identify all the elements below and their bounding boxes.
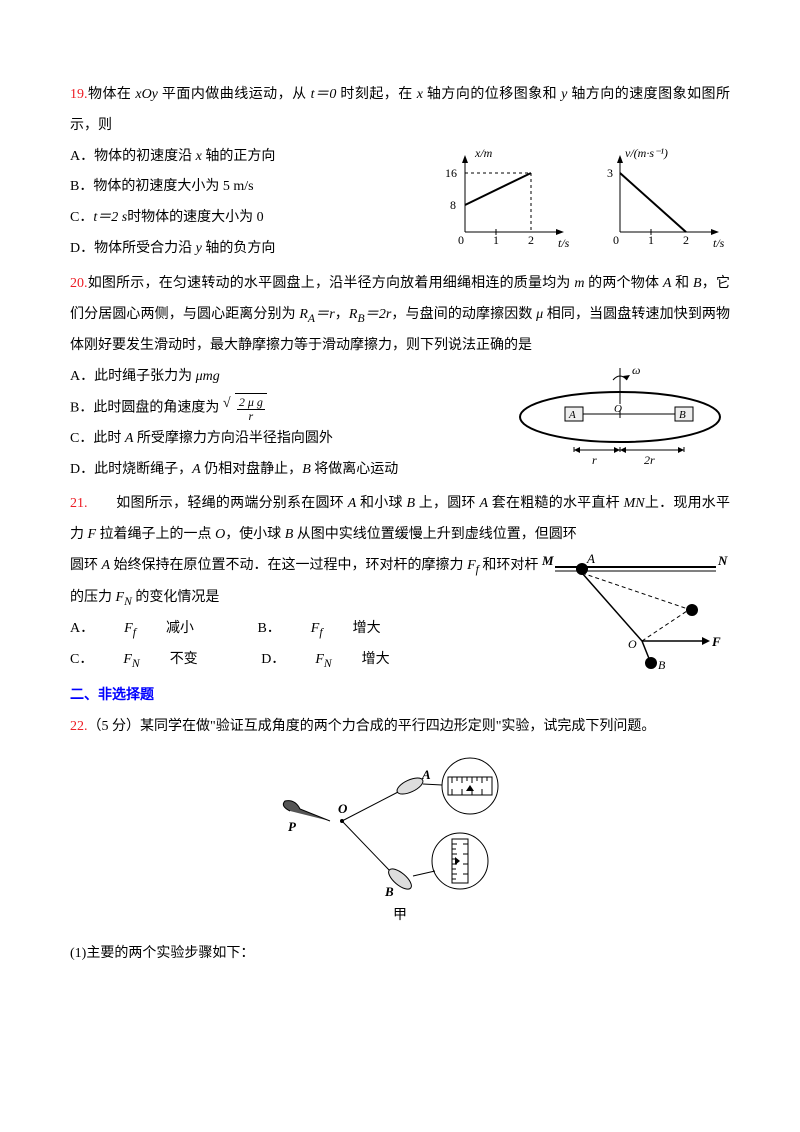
m-label: M bbox=[541, 553, 554, 568]
chart1-tick-1: 1 bbox=[493, 233, 499, 247]
chart1-tick-0: 0 bbox=[458, 233, 464, 247]
q19-chart1-chart2: x/m 16 8 0 1 2 t/s v/(m·s⁻¹) bbox=[430, 142, 730, 252]
q21-opt-c: C．FN 不变 bbox=[70, 645, 228, 676]
n-label: N bbox=[717, 553, 728, 568]
chart2-tick-3: 3 bbox=[607, 166, 613, 180]
chart2-tick-1: 1 bbox=[648, 233, 654, 247]
q21-figure: M A N O F B bbox=[540, 551, 730, 671]
2r-label: 2r bbox=[644, 453, 655, 467]
q21-stem: 21. 如图所示，轻绳的两端分别系在圆环 A 和小球 B 上，圆环 A 套在粗糙… bbox=[70, 489, 730, 551]
chart1-tick-2: 2 bbox=[528, 233, 534, 247]
chart2-tick-0: 0 bbox=[613, 233, 619, 247]
q19-figures: x/m 16 8 0 1 2 t/s v/(m·s⁻¹) bbox=[430, 142, 730, 252]
a-label: A bbox=[586, 551, 595, 566]
chart1-tick-16: 16 bbox=[445, 166, 457, 180]
q22-sub1: (1)主要的两个实验步骤如下： bbox=[70, 939, 730, 970]
q20-number: 20. bbox=[70, 276, 88, 291]
question-21: 21. 如图所示，轻绳的两端分别系在圆环 A 和小球 B 上，圆环 A 套在粗糙… bbox=[70, 489, 730, 676]
q22-fig-caption: 甲 bbox=[70, 901, 730, 932]
spring-scale-diagram: P O A B bbox=[270, 751, 530, 901]
o-label: O bbox=[628, 637, 637, 651]
o-label: O bbox=[338, 801, 348, 816]
block-b-label: B bbox=[679, 409, 686, 421]
chart1-ylabel: x/m bbox=[474, 146, 493, 160]
q21-opt-d: D．FN 增大 bbox=[261, 645, 419, 676]
q21-opt-b: B．Ff 增大 bbox=[257, 614, 410, 645]
q22-number: 22. bbox=[70, 719, 88, 734]
q20-figure: ω A B O r 2r bbox=[510, 362, 730, 472]
center-o-label: O bbox=[614, 403, 622, 415]
chart1-tick-8: 8 bbox=[450, 198, 456, 212]
p-label: P bbox=[288, 819, 297, 834]
omega-label: ω bbox=[632, 363, 640, 377]
q19-stem: 19.物体在 xOy 平面内做曲线运动，从 t＝0 时刻起，在 x 轴方向的位移… bbox=[70, 80, 730, 142]
chart2-xlabel: t/s bbox=[713, 236, 725, 250]
f-label: F bbox=[711, 634, 721, 649]
disk-diagram: ω A B O r 2r bbox=[510, 362, 730, 472]
chart2-tick-2: 2 bbox=[683, 233, 689, 247]
q22-stem: 22.（5 分）某同学在做"验证互成角度的两个力合成的平行四边形定则"实验，试完… bbox=[70, 712, 730, 743]
a-label: A bbox=[421, 767, 431, 782]
chart2-ylabel: v/(m·s⁻¹) bbox=[625, 146, 668, 160]
question-22: 22.（5 分）某同学在做"验证互成角度的两个力合成的平行四边形定则"实验，试完… bbox=[70, 712, 730, 970]
q21-opt-a: A．Ff 减小 bbox=[70, 614, 224, 645]
block-a-label: A bbox=[568, 409, 576, 421]
fraction: 2 μ g r bbox=[237, 396, 265, 423]
q21-number: 21. bbox=[70, 496, 88, 511]
b-label: B bbox=[658, 658, 666, 671]
r-label: r bbox=[592, 453, 597, 467]
rod-ring-diagram: M A N O F B bbox=[540, 551, 730, 671]
q22-figure: P O A B bbox=[70, 751, 730, 932]
q19-number: 19. bbox=[70, 87, 88, 102]
q20-stem: 20.如图所示，在匀速转动的水平圆盘上，沿半径方向放着用细绳相连的质量均为 m … bbox=[70, 269, 730, 362]
section-2-heading: 二、非选择题 bbox=[70, 681, 730, 712]
chart1-xlabel: t/s bbox=[558, 236, 570, 250]
b-label: B bbox=[384, 884, 394, 899]
question-20: 20.如图所示，在匀速转动的水平圆盘上，沿半径方向放着用细绳相连的质量均为 m … bbox=[70, 269, 730, 486]
question-19: 19.物体在 xOy 平面内做曲线运动，从 t＝0 时刻起，在 x 轴方向的位移… bbox=[70, 80, 730, 265]
sqrt-icon: 2 μ g r bbox=[223, 393, 267, 423]
